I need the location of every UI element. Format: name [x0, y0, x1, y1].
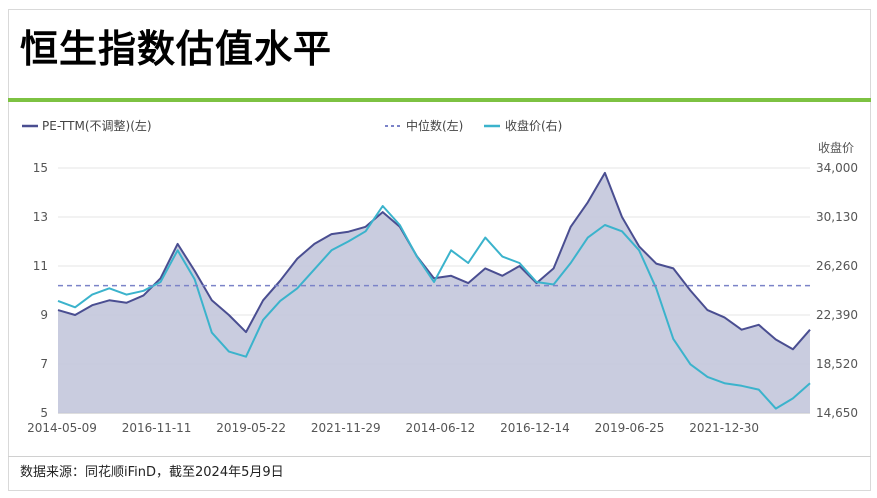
pe-ttm-line[interactable]: [57, 171, 811, 351]
x-axis-tick-label: 2019-06-25: [595, 421, 665, 435]
left-axis-tick-label: 7: [40, 357, 48, 371]
series-lines-layer: [57, 171, 811, 410]
x-axis-tick-label: 2021-11-29: [311, 421, 381, 435]
right-axis-title: 收盘价: [818, 140, 854, 155]
chart-legend: PE-TTM(不调整)(左) 中位数(左) 收盘价(右): [22, 118, 562, 133]
x-axis-tick-label: 2014-06-12: [405, 421, 475, 435]
page-title: 恒生指数估值水平: [20, 27, 333, 71]
source-note: 数据来源：同花顺iFinD，截至2024年5月9日: [20, 465, 284, 480]
x-axis-tick-label: 2016-11-11: [122, 421, 192, 435]
left-axis-tick-label: 5: [40, 406, 48, 420]
right-axis-tick-label: 26,260: [816, 259, 858, 273]
legend-pe-label[interactable]: PE-TTM(不调整)(左): [42, 118, 152, 133]
legend-close-label[interactable]: 收盘价(右): [505, 118, 562, 133]
left-axis-tick-label: 15: [33, 161, 48, 175]
x-axis-tick-label: 2021-12-30: [689, 421, 759, 435]
right-axis-ticks: 34,000 30,130 26,260 22,390 18,520 14,650: [816, 161, 858, 420]
left-axis-tick-label: 13: [33, 210, 48, 224]
right-axis-tick-label: 14,650: [816, 406, 858, 420]
left-axis-tick-label: 11: [33, 259, 48, 273]
right-axis-tick-label: 34,000: [816, 161, 858, 175]
right-axis-tick-label: 30,130: [816, 210, 858, 224]
pe-area-layer: [58, 172, 810, 413]
right-axis-tick-label: 22,390: [816, 308, 858, 322]
x-axis-ticks: 2014-05-09 2016-11-11 2019-05-22 2021-11-29…: [27, 421, 759, 435]
pe-area-fill: [58, 172, 810, 413]
title-underline: [8, 98, 871, 102]
close-price-line[interactable]: [57, 205, 811, 410]
left-axis-tick-label: 9: [40, 308, 48, 322]
footer-divider: [8, 456, 871, 457]
left-axis-ticks: 15 13 11 9 7 5: [33, 161, 48, 420]
x-axis-tick-label: 2016-12-14: [500, 421, 570, 435]
legend-median-label[interactable]: 中位数(左): [406, 118, 463, 133]
x-axis-tick-label: 2014-05-09: [27, 421, 97, 435]
x-axis-tick-label: 2019-05-22: [216, 421, 286, 435]
right-axis-tick-label: 18,520: [816, 357, 858, 371]
